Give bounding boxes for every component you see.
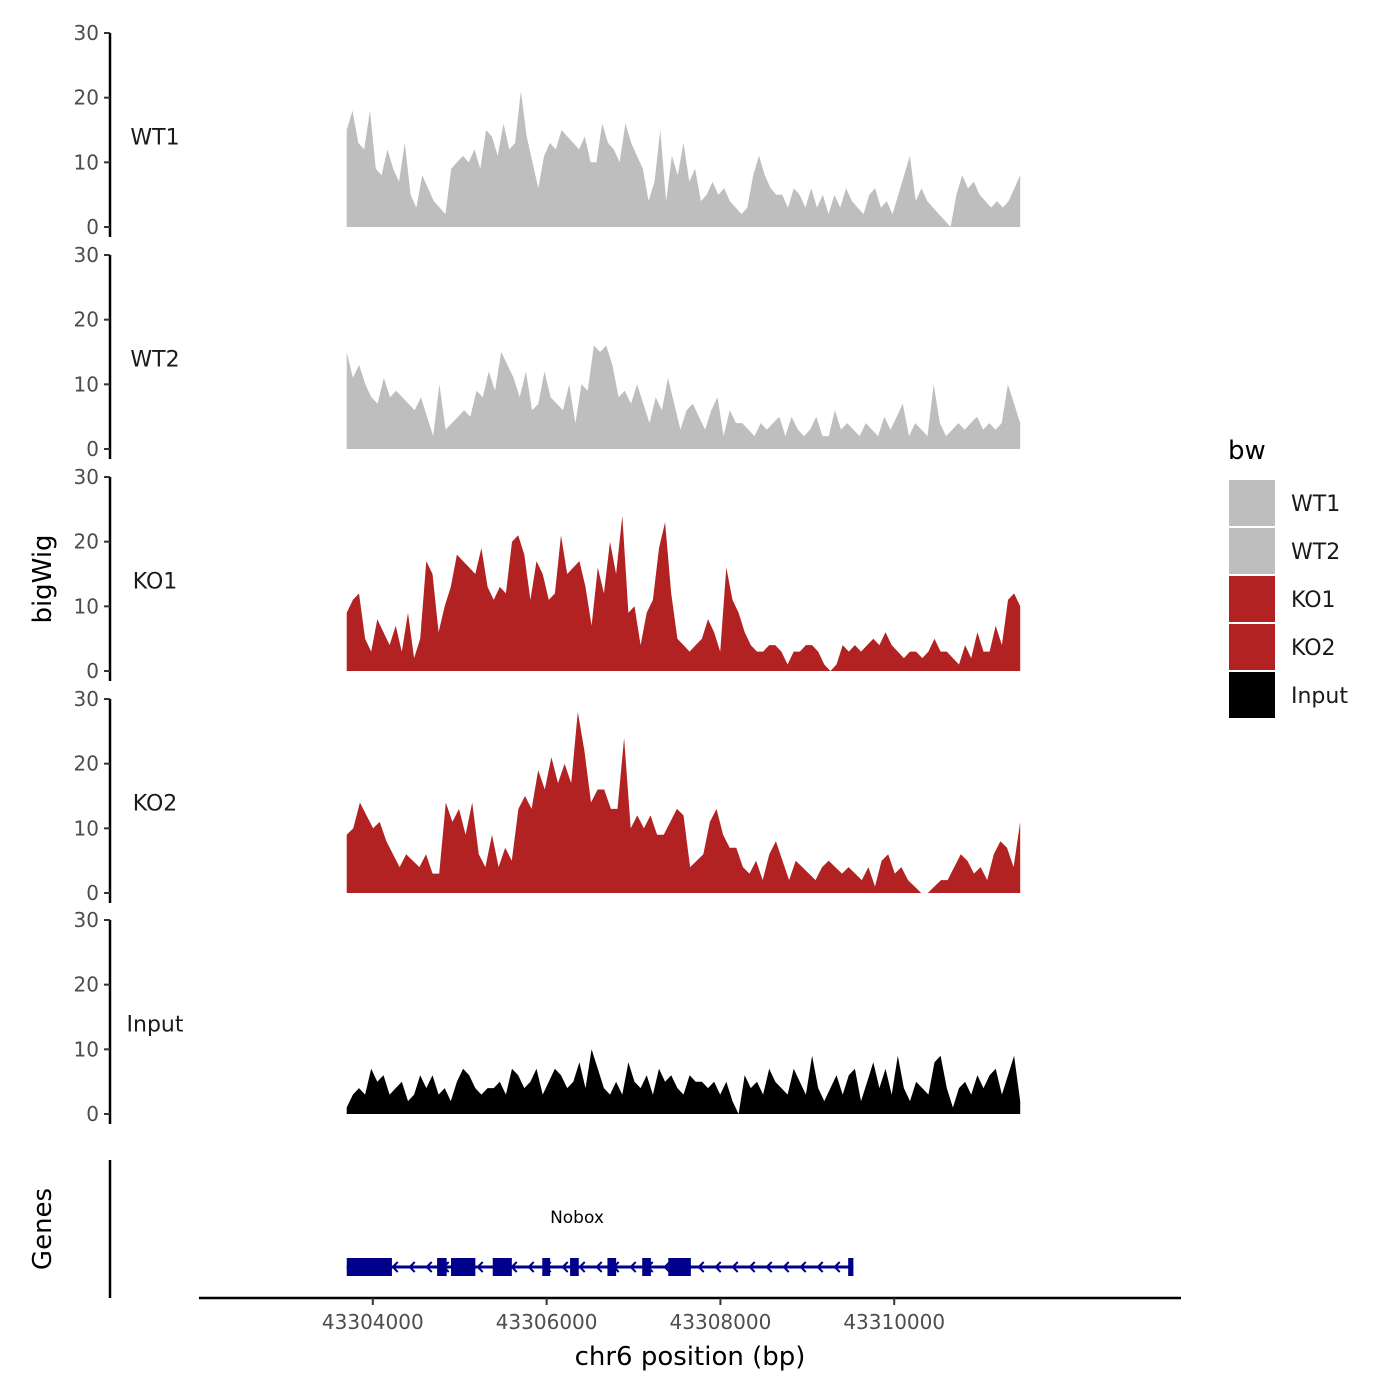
track-wt1: 0 10 20 30 WT1 — [74, 21, 1021, 239]
gene-exon — [492, 1258, 512, 1276]
y-tick-label: 20 — [74, 752, 99, 776]
legend-label: WT1 — [1291, 492, 1340, 517]
y-tick-label: 10 — [74, 372, 99, 396]
legend-swatch-wt2 — [1229, 528, 1275, 574]
gene-exon — [668, 1258, 691, 1276]
strand-arrow — [833, 1261, 841, 1273]
strand-arrow — [408, 1261, 416, 1273]
strand-arrow — [476, 1261, 484, 1273]
y-tick-label: 10 — [74, 816, 99, 840]
strand-arrow — [629, 1261, 637, 1273]
y-tick-label: 0 — [86, 215, 99, 239]
gene-exon — [542, 1258, 551, 1276]
bigwig-tracks: 0 10 20 30 WT1 0 10 20 30 WT2 0 10 20 30 KO1 0 10 20 30 KO2… — [74, 21, 1021, 1126]
y-tick-label: 20 — [74, 308, 99, 332]
strand-arrow — [714, 1261, 722, 1273]
y-tick-label: 10 — [74, 1037, 99, 1061]
strand-arrow — [561, 1261, 569, 1273]
gene-exon — [848, 1258, 854, 1276]
gene-exon — [642, 1258, 651, 1276]
track-label: KO2 — [133, 791, 178, 816]
legend-swatch-input — [1229, 672, 1275, 718]
gene-exon — [437, 1258, 447, 1276]
y-tick-label: 0 — [86, 659, 99, 683]
genes-axis-title: Genes — [28, 1188, 58, 1270]
legend-swatch-ko2 — [1229, 624, 1275, 670]
legend-label: WT2 — [1291, 540, 1340, 565]
gene-label: Nobox — [550, 1208, 604, 1228]
x-tick-label: 43308000 — [670, 1310, 772, 1334]
legend: bw WT1 WT2 KO1 KO2 Input — [1228, 436, 1348, 718]
y-tick-label: 20 — [74, 530, 99, 554]
strand-arrow — [527, 1261, 535, 1273]
y-tick-label: 0 — [86, 881, 99, 905]
y-tick-label: 0 — [86, 437, 99, 461]
legend-swatch-wt1 — [1229, 480, 1275, 526]
legend-label: KO1 — [1291, 588, 1336, 613]
x-axis-title: chr6 position (bp) — [575, 1342, 806, 1372]
y-tick-label: 30 — [74, 243, 99, 267]
track-label: Input — [127, 1012, 184, 1037]
x-tick-label: 43306000 — [496, 1310, 598, 1334]
strand-arrow — [578, 1261, 586, 1273]
y-tick-label: 30 — [74, 687, 99, 711]
y-axis-title: bigWig — [28, 534, 58, 623]
gene-exon — [570, 1258, 579, 1276]
y-tick-label: 30 — [74, 908, 99, 932]
strand-arrow — [765, 1261, 773, 1273]
area-input — [346, 1049, 1021, 1114]
y-tick-label: 20 — [74, 86, 99, 110]
strand-arrow — [731, 1261, 739, 1273]
track-input: 0 10 20 30 Input — [74, 908, 1021, 1126]
strand-arrow — [799, 1261, 807, 1273]
track-wt2: 0 10 20 30 WT2 — [74, 243, 1021, 461]
x-tick-label: 43310000 — [843, 1310, 945, 1334]
area-wt2 — [346, 345, 1021, 449]
y-tick-label: 10 — [74, 594, 99, 618]
x-axis: 43304000 43306000 43308000 43310000 — [199, 1296, 1181, 1334]
track-ko2: 0 10 20 30 KO2 — [74, 687, 1021, 905]
track-label: KO1 — [133, 569, 178, 594]
y-tick-label: 30 — [74, 21, 99, 45]
strand-arrow — [595, 1261, 603, 1273]
gene-exon — [607, 1258, 617, 1276]
area-wt1 — [346, 91, 1021, 227]
y-tick-label: 0 — [86, 1102, 99, 1126]
legend-label: KO2 — [1291, 636, 1336, 661]
track-label: WT1 — [130, 125, 179, 150]
track-ko1: 0 10 20 30 KO1 — [74, 465, 1021, 683]
strand-arrow — [663, 1261, 671, 1273]
area-ko2 — [346, 711, 1021, 893]
y-tick-label: 20 — [74, 973, 99, 997]
gene-exon — [346, 1258, 392, 1276]
legend-swatch-ko1 — [1229, 576, 1275, 622]
strand-arrow — [425, 1261, 433, 1273]
strand-arrow — [782, 1261, 790, 1273]
gene-exon — [451, 1258, 476, 1276]
y-tick-label: 30 — [74, 465, 99, 489]
y-tick-label: 10 — [74, 150, 99, 174]
area-ko1 — [346, 515, 1021, 671]
track-label: WT2 — [130, 347, 179, 372]
strand-arrow — [697, 1261, 705, 1273]
strand-arrow — [816, 1261, 824, 1273]
x-tick-label: 43304000 — [322, 1310, 424, 1334]
legend-title: bw — [1228, 436, 1266, 466]
legend-label: Input — [1291, 684, 1348, 709]
genes-panel: Nobox — [108, 1160, 854, 1298]
strand-arrow — [391, 1261, 399, 1273]
strand-arrow — [748, 1261, 756, 1273]
